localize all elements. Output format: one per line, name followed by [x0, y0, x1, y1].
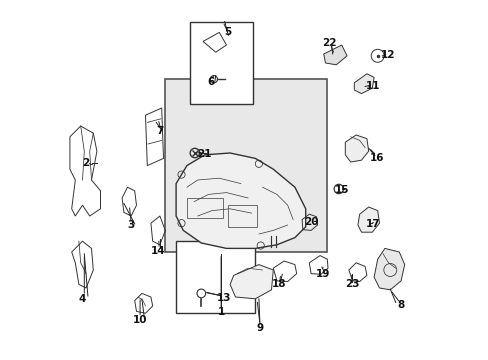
Polygon shape: [373, 248, 404, 290]
Text: 23: 23: [345, 279, 359, 289]
Text: 8: 8: [397, 300, 404, 310]
Text: 1: 1: [217, 307, 224, 317]
Text: 16: 16: [369, 153, 384, 163]
Text: 6: 6: [207, 77, 215, 87]
Text: 5: 5: [224, 27, 231, 37]
Polygon shape: [354, 74, 373, 94]
Polygon shape: [345, 135, 368, 162]
Text: 9: 9: [256, 323, 263, 333]
Bar: [189, 22, 252, 104]
Polygon shape: [357, 207, 379, 232]
Text: 14: 14: [150, 246, 165, 256]
Text: 15: 15: [334, 185, 348, 195]
Text: 17: 17: [366, 219, 380, 229]
Bar: [186, 198, 223, 218]
Text: 7: 7: [156, 126, 163, 136]
Text: 20: 20: [303, 217, 318, 227]
Text: 10: 10: [133, 315, 147, 325]
Bar: [176, 241, 255, 313]
Polygon shape: [323, 45, 346, 65]
Text: 22: 22: [322, 38, 336, 48]
Bar: [228, 205, 257, 227]
Text: 4: 4: [79, 294, 86, 304]
Text: 2: 2: [81, 158, 89, 168]
Polygon shape: [230, 265, 273, 299]
Polygon shape: [176, 153, 305, 248]
Text: 11: 11: [366, 81, 380, 91]
Text: 18: 18: [272, 279, 286, 289]
Text: 21: 21: [197, 149, 211, 159]
Text: 3: 3: [127, 220, 135, 230]
Text: 13: 13: [216, 293, 231, 303]
Bar: [165, 79, 326, 252]
Text: 19: 19: [315, 269, 329, 279]
Text: 12: 12: [381, 50, 395, 60]
